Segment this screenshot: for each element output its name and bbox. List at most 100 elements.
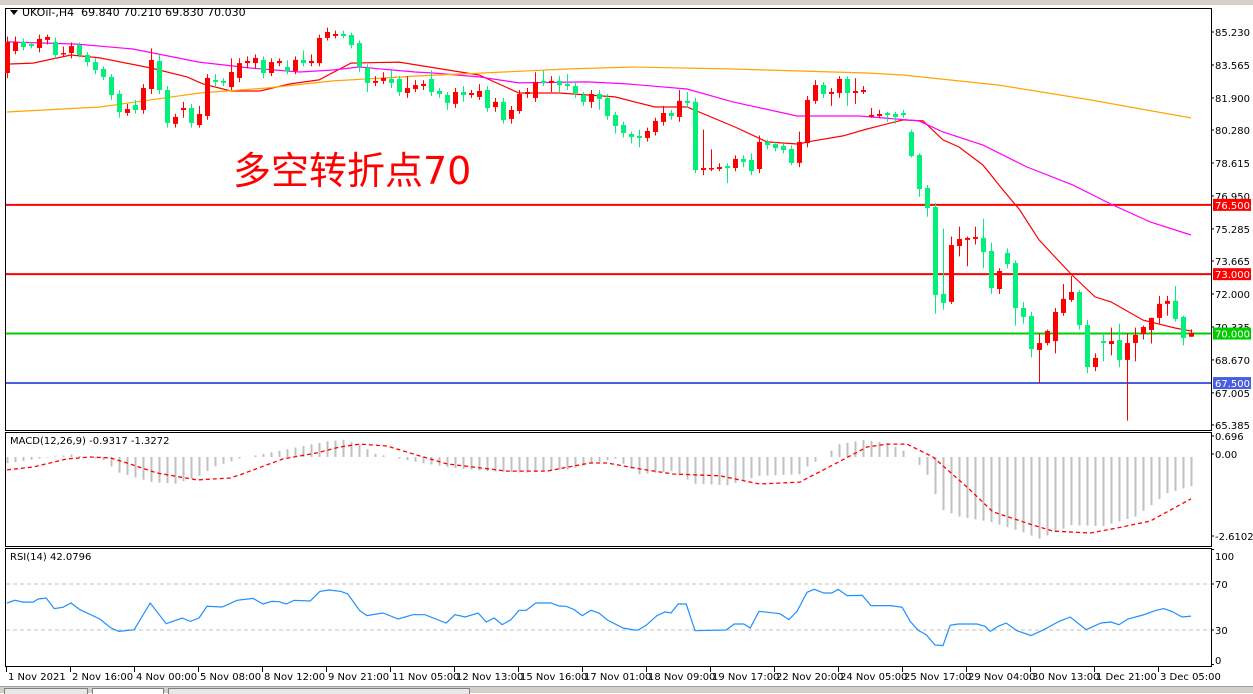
candle-body xyxy=(941,293,946,303)
candle-body xyxy=(1045,330,1050,344)
candle-body xyxy=(413,85,418,90)
candle-body xyxy=(565,83,570,87)
candle-body xyxy=(653,120,658,132)
candle-body xyxy=(549,80,554,83)
candle xyxy=(37,34,42,53)
dropdown-triangle-icon[interactable] xyxy=(10,10,18,15)
candle xyxy=(549,76,554,92)
rsi-tick-label: 30 xyxy=(1215,626,1228,637)
moving-average-line xyxy=(6,54,1192,332)
candle xyxy=(357,40,362,73)
candle xyxy=(733,155,738,172)
candle-body xyxy=(253,57,258,64)
candle xyxy=(45,34,50,45)
candle-body xyxy=(445,94,450,103)
candle xyxy=(101,66,106,81)
candle xyxy=(581,91,586,106)
price-pane-border xyxy=(5,8,1212,431)
candle-body xyxy=(813,85,818,101)
candle xyxy=(877,109,882,118)
candle-body xyxy=(357,43,362,68)
candle xyxy=(909,129,914,158)
ohlc-values: 69.840 70.210 69.830 70.030 xyxy=(81,6,246,19)
candle-body xyxy=(405,88,410,93)
candle-body xyxy=(1037,343,1042,350)
candle-body xyxy=(437,91,442,94)
time-tick-label: 30 Nov 13:00 xyxy=(1032,672,1099,683)
candle xyxy=(989,242,994,294)
candle xyxy=(389,70,394,89)
chart-tab[interactable] xyxy=(4,688,88,694)
candle-body xyxy=(1021,308,1026,317)
candle xyxy=(501,97,506,124)
candle xyxy=(789,145,794,166)
candle-body xyxy=(1173,300,1178,319)
candle-body xyxy=(861,90,866,92)
candle-body xyxy=(285,67,290,72)
candle xyxy=(629,131,634,144)
candle-body xyxy=(109,76,114,95)
candle xyxy=(1181,315,1186,346)
candle xyxy=(965,236,970,267)
chart-tab[interactable] xyxy=(168,688,470,694)
candle xyxy=(261,56,266,79)
candle-body xyxy=(917,154,922,190)
candle xyxy=(1061,284,1066,316)
candle xyxy=(933,202,938,314)
price-tick-label: 85.230 xyxy=(1215,28,1250,39)
chart-tabs-bar xyxy=(0,686,1253,694)
candle xyxy=(1165,295,1170,316)
candle-body xyxy=(965,237,970,240)
price-tick-label: 78.615 xyxy=(1215,159,1250,170)
candle xyxy=(93,58,98,75)
candle xyxy=(317,34,322,67)
candle-body xyxy=(949,245,954,302)
candle-body xyxy=(189,108,194,123)
candle xyxy=(1125,333,1130,421)
candle-body xyxy=(1109,341,1114,345)
candle xyxy=(421,80,426,91)
rsi-pane-border xyxy=(5,548,1212,667)
chart-tab-active[interactable] xyxy=(92,688,164,694)
candle-body xyxy=(1189,332,1194,337)
candle-body xyxy=(365,68,370,83)
candle-body xyxy=(205,77,210,116)
candle-body xyxy=(45,36,50,40)
candle xyxy=(117,90,122,118)
time-tick-label: 25 Nov 17:00 xyxy=(904,672,971,683)
time-tick-label: 5 Nov 08:00 xyxy=(200,672,261,683)
candle-body xyxy=(837,78,842,93)
candle-body xyxy=(773,144,778,149)
price-tick-label: 65.385 xyxy=(1215,421,1250,432)
candle-body xyxy=(613,114,618,127)
candle-body xyxy=(677,100,682,117)
candle-body xyxy=(1029,315,1034,349)
candle xyxy=(797,131,802,168)
candle-body xyxy=(85,54,90,63)
candle-body xyxy=(117,93,122,112)
rsi-indicator: 100 70 30 0 xyxy=(6,549,1234,667)
candle-body xyxy=(5,41,10,73)
candle xyxy=(413,80,418,92)
candle-body xyxy=(645,131,650,138)
candle xyxy=(837,76,842,98)
candle-body xyxy=(925,188,930,209)
candle-body xyxy=(749,159,754,171)
candle xyxy=(1133,327,1138,362)
candle xyxy=(1005,248,1010,269)
candle xyxy=(709,149,714,172)
candle xyxy=(365,64,370,92)
candle xyxy=(469,90,474,98)
candle-body xyxy=(757,141,762,170)
macd-indicator: 0.696 0.00 -2.6102 xyxy=(6,432,1253,543)
candle xyxy=(437,88,442,98)
candle xyxy=(445,91,450,110)
candle-body xyxy=(469,92,474,95)
time-tick-label: 3 Dec 05:00 xyxy=(1160,672,1221,683)
candle xyxy=(1173,286,1178,322)
candle-body xyxy=(973,236,978,239)
candle-body xyxy=(37,38,42,49)
candle xyxy=(1109,327,1114,356)
price-tick-label: 75.285 xyxy=(1215,225,1250,236)
candle xyxy=(717,163,722,172)
